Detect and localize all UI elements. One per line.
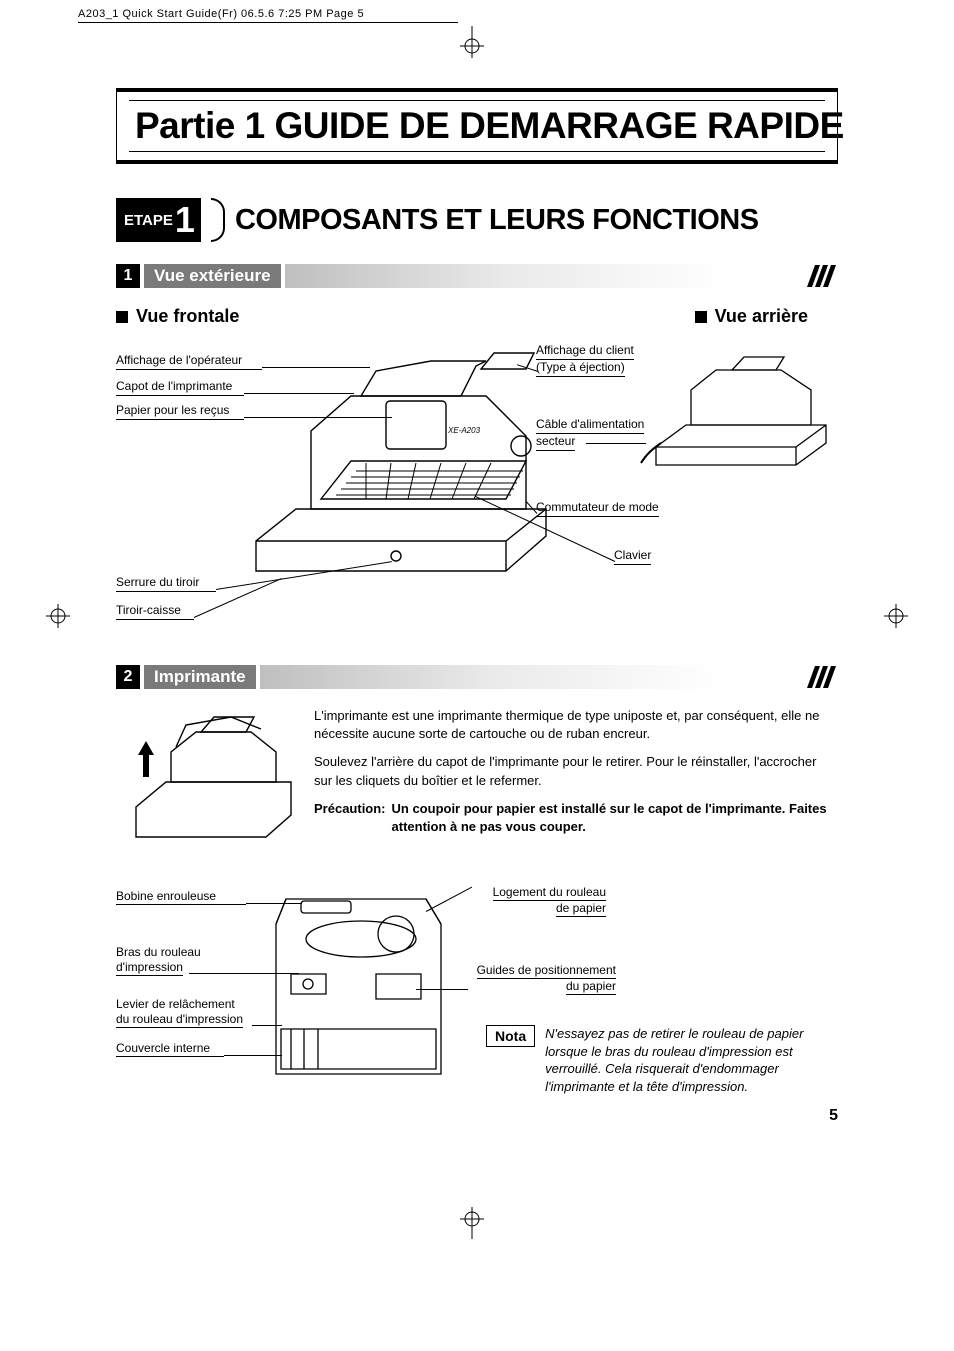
callout-customer-display-l2: (Type à éjection) bbox=[536, 360, 625, 377]
step-number: 1 bbox=[175, 198, 195, 242]
part-title: Partie 1 GUIDE DE DEMARRAGE RAPIDE bbox=[129, 100, 825, 152]
exterior-diagram: XE-A203 Affichage de l'opérateur Capot d… bbox=[116, 337, 838, 637]
page-content: Partie 1 GUIDE DE DEMARRAGE RAPIDE ETAPE… bbox=[116, 88, 838, 1119]
printer-intro: L'imprimante est une imprimante thermiqu… bbox=[116, 707, 838, 857]
callout-mode-switch-text: Commutateur de mode bbox=[536, 500, 659, 517]
callout-cradle-l2: de papier bbox=[556, 901, 606, 917]
square-bullet-icon bbox=[695, 311, 707, 323]
callout-guides-l2: du papier bbox=[566, 979, 616, 995]
callout-cash-drawer: Tiroir-caisse bbox=[116, 603, 194, 620]
step-heading: ETAPE 1 COMPOSANTS ET LEURS FONCTIONS bbox=[116, 198, 838, 242]
callout-keyboard: Clavier bbox=[614, 548, 651, 565]
callout-keyboard-text: Clavier bbox=[614, 548, 651, 565]
subhead-rear: Vue arrière bbox=[695, 306, 808, 327]
printer-cover-illustration bbox=[116, 707, 296, 857]
callout-power-cable: Câble d'alimentation secteur bbox=[536, 417, 644, 451]
nota-text: N'essayez pas de retirer le rouleau de p… bbox=[545, 1025, 836, 1095]
printer-text: L'imprimante est une imprimante thermiqu… bbox=[314, 707, 838, 857]
subhead-front-text: Vue frontale bbox=[136, 306, 239, 327]
callout-roller-arm-l2: d'impression bbox=[116, 960, 183, 976]
callout-guides-l1: Guides de positionnement bbox=[477, 963, 616, 979]
section-label: Imprimante bbox=[144, 665, 256, 689]
callout-customer-display: Affichage du client (Type à éjection) bbox=[536, 343, 634, 377]
print-slug: A203_1 Quick Start Guide(Fr) 06.5.6 7:25… bbox=[78, 8, 458, 23]
callout-cradle-l1: Logement du rouleau bbox=[493, 885, 606, 901]
crop-mark-left bbox=[38, 596, 78, 636]
step-bracket-icon bbox=[211, 198, 225, 242]
section-bar-2: 2 Imprimante bbox=[116, 665, 838, 689]
callout-release-l1: Levier de relâchement bbox=[116, 997, 235, 1011]
subhead-rear-text: Vue arrière bbox=[715, 306, 808, 327]
callout-roller-arm: Bras du rouleau d'impression bbox=[116, 945, 246, 976]
callout-takeup-spool: Bobine enrouleuse bbox=[116, 889, 246, 905]
printer-p1: L'imprimante est une imprimante thermiqu… bbox=[314, 707, 838, 743]
square-bullet-icon bbox=[116, 311, 128, 323]
section-bar-1: 1 Vue extérieure bbox=[116, 264, 838, 288]
callout-mode-switch: Commutateur de mode bbox=[536, 500, 659, 517]
step-badge: ETAPE 1 bbox=[116, 198, 201, 242]
step-title: COMPOSANTS ET LEURS FONCTIONS bbox=[235, 204, 759, 237]
model-label: XE-A203 bbox=[447, 426, 481, 435]
subhead-row: Vue frontale Vue arrière bbox=[116, 306, 838, 327]
section-number: 1 bbox=[116, 264, 140, 288]
printer-interior-diagram: Bobine enrouleuse Bras du rouleau d'impr… bbox=[116, 879, 838, 1119]
callout-customer-display-l1: Affichage du client bbox=[536, 343, 634, 360]
callout-paper-guides: Guides de positionnement du papier bbox=[466, 963, 616, 995]
callout-receipt-paper: Papier pour les reçus bbox=[116, 403, 244, 420]
crop-mark-top bbox=[452, 26, 492, 66]
slashes-icon bbox=[811, 264, 832, 288]
callout-roll-cradle: Logement du rouleau de papier bbox=[476, 885, 606, 917]
callout-release-lever: Levier de relâchement du rouleau d'impre… bbox=[116, 997, 256, 1028]
callout-roller-arm-l1: Bras du rouleau bbox=[116, 945, 201, 959]
subhead-front: Vue frontale bbox=[116, 306, 239, 327]
crop-mark-right bbox=[876, 596, 916, 636]
callout-operator-display: Affichage de l'opérateur bbox=[116, 353, 262, 370]
crop-mark-bottom bbox=[452, 1199, 492, 1239]
step-label: ETAPE bbox=[124, 212, 173, 229]
callout-release-l2: du rouleau d'impression bbox=[116, 1012, 243, 1028]
section-label: Vue extérieure bbox=[144, 264, 281, 288]
callout-drawer-lock: Serrure du tiroir bbox=[116, 575, 216, 592]
register-rear-illustration bbox=[636, 355, 836, 485]
printer-precaution: Précaution: Un coupoir pour papier est i… bbox=[314, 800, 838, 836]
section-rail bbox=[260, 665, 838, 689]
section-number: 2 bbox=[116, 665, 140, 689]
callout-power-cable-l1: Câble d'alimentation bbox=[536, 417, 644, 434]
callout-inner-cover: Couvercle interne bbox=[116, 1041, 224, 1057]
nota-label: Nota bbox=[486, 1025, 535, 1047]
part-title-box: Partie 1 GUIDE DE DEMARRAGE RAPIDE bbox=[116, 88, 838, 164]
callout-printer-cover: Capot de l'imprimante bbox=[116, 379, 244, 396]
section-rail bbox=[285, 264, 838, 288]
slashes-icon bbox=[811, 665, 832, 689]
precaution-label: Précaution: bbox=[314, 800, 386, 836]
callout-power-cable-l2: secteur bbox=[536, 434, 575, 451]
page-number: 5 bbox=[829, 1107, 838, 1125]
precaution-body: Un coupoir pour papier est installé sur … bbox=[392, 800, 838, 836]
printer-p2: Soulevez l'arrière du capot de l'imprima… bbox=[314, 753, 838, 789]
nota-block: Nota N'essayez pas de retirer le rouleau… bbox=[486, 1025, 836, 1095]
